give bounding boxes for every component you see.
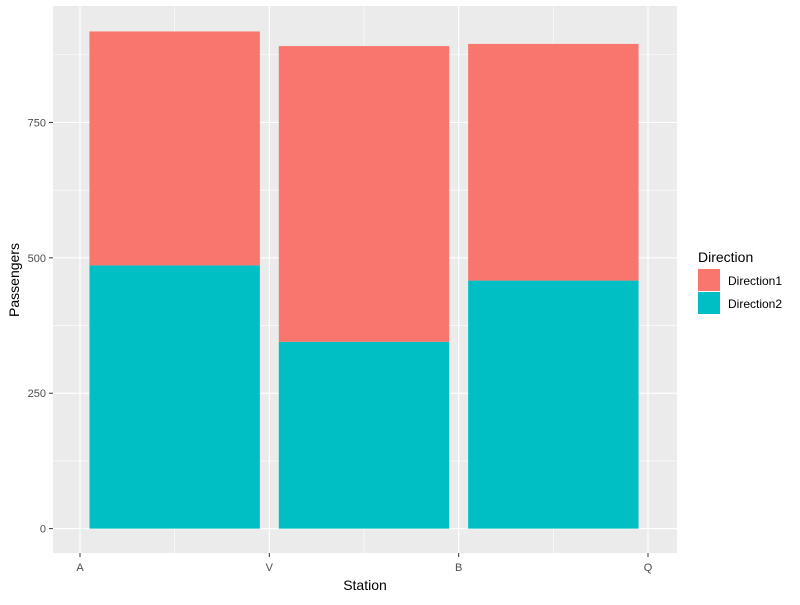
legend-key-direction2 <box>698 292 720 314</box>
x-tick-label: A <box>76 562 84 574</box>
x-tick-label: B <box>455 562 462 574</box>
bars <box>89 31 639 529</box>
legend-key-direction1 <box>698 269 720 291</box>
y-tick-label: 750 <box>28 117 46 129</box>
legend-title: Direction <box>698 249 753 265</box>
bar-3-direction1 <box>468 43 639 281</box>
legend: Direction Direction1 Direction2 <box>698 249 782 314</box>
bar-2-direction1 <box>278 46 450 342</box>
y-tick-label: 500 <box>28 253 46 265</box>
y-tick-label: 0 <box>40 524 46 536</box>
y-axis-title: Passengers <box>6 243 22 317</box>
y-tick-label: 250 <box>28 388 46 400</box>
legend-label-direction1: Direction1 <box>728 274 782 288</box>
y-axis: 0 250 500 750 <box>28 117 53 536</box>
bar-1-direction2 <box>89 265 260 529</box>
legend-label-direction2: Direction2 <box>728 297 782 311</box>
x-tick-label: Q <box>644 562 653 574</box>
x-axis-title: Station <box>343 577 387 593</box>
bar-1-direction1 <box>89 31 260 266</box>
x-tick-label: V <box>266 562 274 574</box>
bar-2-direction2 <box>278 341 450 529</box>
bar-3-direction2 <box>468 280 639 529</box>
